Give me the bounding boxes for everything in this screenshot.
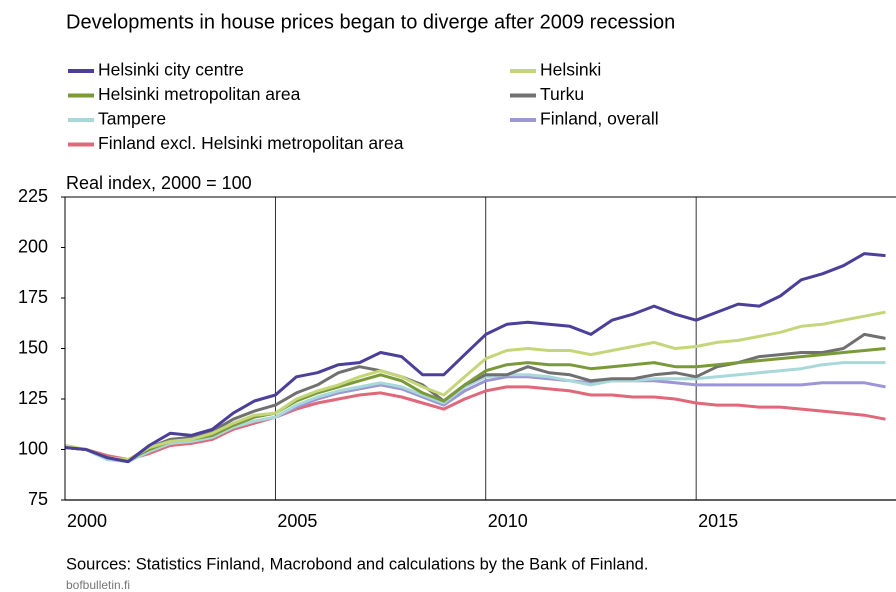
y-tick-label: 175 — [18, 287, 48, 307]
series-line — [65, 361, 886, 464]
y-tick-label: 150 — [18, 337, 48, 357]
legend-label: Turku — [540, 84, 584, 104]
y-tick-label: 75 — [28, 489, 48, 509]
x-tick-label: 2000 — [67, 511, 107, 531]
legend-label: Helsinki metropolitan area — [98, 84, 301, 104]
source: Sources: Statistics Finland, Macrobond a… — [66, 555, 648, 573]
series-line — [65, 252, 886, 464]
chart-title: Developments in house prices began to di… — [66, 11, 675, 33]
legend-label: Helsinki city centre — [98, 60, 244, 80]
grid — [274, 197, 697, 500]
x-tick-label: 2015 — [698, 511, 738, 531]
series-line — [65, 310, 886, 462]
plot-lines — [65, 252, 886, 464]
series-line — [65, 375, 886, 462]
axes: 75 100 125 150 175 200 225 2000 2005 2010 2015 — [18, 186, 896, 531]
footer: bofbulletin.fi — [66, 578, 130, 592]
series-line — [65, 332, 886, 464]
x-tick-label: 2005 — [277, 511, 317, 531]
legend-label: Helsinki — [540, 60, 601, 80]
x-tick-label: 2010 — [488, 511, 528, 531]
legend: Helsinki city centre Helsinki Helsinki met… — [68, 60, 659, 153]
legend-label: Finland excl. Helsinki metropolitan area — [98, 133, 404, 153]
axis-subtitle: Real index, 2000 = 100 — [66, 173, 252, 193]
y-tick-label: 125 — [18, 388, 48, 408]
legend-label: Tampere — [98, 109, 166, 129]
y-tick-label: 225 — [18, 186, 48, 206]
series-line — [65, 385, 886, 462]
legend-label: Finland, overall — [540, 109, 659, 129]
y-tick-label: 100 — [18, 438, 48, 458]
y-tick-label: 200 — [18, 236, 48, 256]
